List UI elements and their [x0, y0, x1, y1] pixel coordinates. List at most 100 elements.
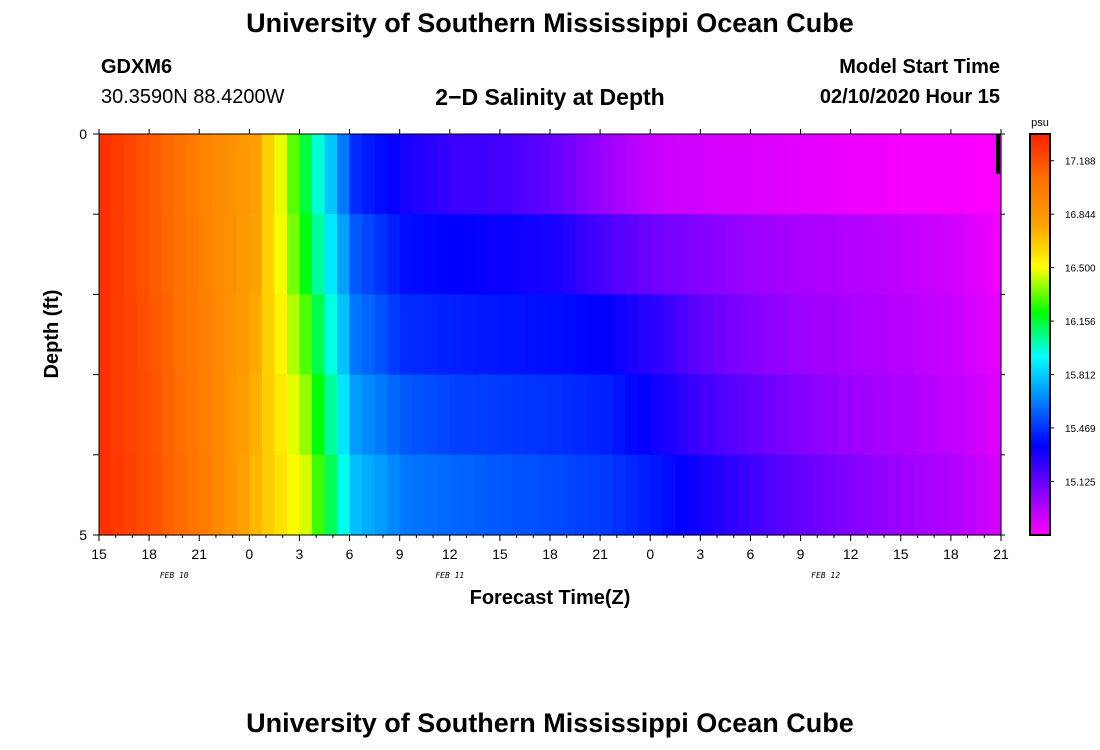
heatmap-cell [199, 214, 213, 295]
heatmap-cell [224, 294, 238, 376]
heatmap-cell [337, 294, 351, 376]
heatmap-cell [712, 134, 726, 215]
heatmap-cell [612, 134, 626, 215]
x-tick-label: 12 [442, 546, 458, 562]
heatmap-cell [900, 454, 914, 536]
heatmap-cell [700, 294, 714, 376]
heatmap-cell [863, 214, 877, 295]
heatmap-cell [800, 134, 814, 215]
heatmap-cell [99, 294, 113, 376]
heatmap-cell [211, 374, 225, 456]
heatmap-cell [850, 454, 864, 536]
heatmap-cell [625, 374, 639, 456]
heatmap-cell [274, 374, 288, 456]
heatmap-cell [487, 454, 501, 536]
colorbar-tick-label: 16.156 [1065, 317, 1096, 328]
heatmap-cell [274, 134, 288, 215]
heatmap-cell [550, 374, 564, 456]
heatmap-cell [299, 454, 313, 536]
heatmap-cell [412, 374, 426, 456]
model-start-value: 02/10/2020 Hour 15 [819, 86, 1000, 108]
heatmap-cell [161, 294, 175, 376]
heatmap-cell [99, 454, 113, 536]
heatmap-cell [374, 134, 388, 215]
heatmap-cell [650, 294, 664, 376]
heatmap-cell [337, 454, 351, 536]
heatmap-cell [788, 374, 802, 456]
heatmap-cell [362, 214, 376, 295]
heatmap-cell [762, 294, 777, 376]
heatmap-cell [136, 294, 150, 376]
heatmap-cell [236, 214, 250, 295]
heatmap-cell [737, 134, 752, 215]
heatmap-cell [788, 454, 802, 536]
x-date-label: FEB 11 [435, 571, 464, 580]
heatmap-cell [587, 374, 601, 456]
heatmap-cell [662, 374, 676, 456]
heatmap-cell [474, 294, 488, 376]
heatmap-cell [938, 134, 952, 215]
x-tick-label: 6 [346, 546, 354, 562]
heatmap-cell [650, 454, 664, 536]
heatmap-cell [211, 134, 225, 215]
heatmap-cell [625, 134, 639, 215]
heatmap-cell [863, 374, 877, 456]
heatmap-cell [700, 214, 714, 295]
heatmap-cell [988, 214, 1002, 295]
heatmap-cell [700, 134, 714, 215]
heatmap-cell [311, 374, 326, 456]
x-tick-label: 6 [747, 546, 755, 562]
heatmap-cell [111, 214, 125, 295]
heatmap-cell [975, 214, 990, 295]
heatmap-cell [324, 294, 338, 376]
heatmap-cell [750, 214, 764, 295]
heatmap-cell [788, 134, 802, 215]
heatmap-cell [687, 134, 701, 215]
heatmap-cell [700, 454, 714, 536]
heatmap-cell [174, 294, 188, 376]
heatmap-cell [211, 454, 225, 536]
heatmap-cell [813, 214, 827, 295]
heatmap-cell [524, 134, 539, 215]
heatmap-cell [737, 454, 752, 536]
heatmap-cell [888, 374, 902, 456]
heatmap-cell [975, 134, 990, 215]
heatmap-cell [888, 214, 902, 295]
heatmap-cell [838, 294, 852, 376]
heatmap-cell [199, 454, 213, 536]
heatmap-cell [938, 294, 952, 376]
heatmap-cell [249, 294, 263, 376]
heatmap-cell [136, 454, 150, 536]
heatmap-cell [725, 214, 739, 295]
x-tick-label: 15 [893, 546, 909, 562]
heatmap-cell [775, 214, 789, 295]
heatmap-cell [274, 294, 288, 376]
heatmap-cell [324, 214, 338, 295]
heatmap-cell [449, 454, 463, 536]
heatmap-cell [449, 134, 463, 215]
heatmap-cell [437, 294, 451, 376]
heatmap-cell [725, 454, 739, 536]
heatmap-cell [650, 374, 664, 456]
heatmap-cell [111, 294, 125, 376]
footer-title: University of Southern Mississippi Ocean… [246, 708, 854, 738]
heatmap-cell [562, 214, 576, 295]
heatmap-cell [612, 214, 626, 295]
heatmap-cell [449, 214, 463, 295]
heatmap-cell [349, 374, 363, 456]
heatmap-cell [387, 454, 401, 536]
heatmap-cell [913, 374, 927, 456]
heatmap-cell [249, 214, 263, 295]
heatmap-cell [575, 214, 589, 295]
heatmap-cell [324, 374, 338, 456]
colorbar-tick-label: 15.125 [1065, 477, 1096, 488]
heatmap-cell [988, 294, 1002, 376]
heatmap-cell [337, 134, 351, 215]
heatmap-cell [775, 454, 789, 536]
heatmap-cell [963, 454, 977, 536]
heatmap-cell [374, 214, 388, 295]
heatmap-cell [174, 134, 188, 215]
heatmap-cell [875, 214, 889, 295]
heatmap-cell [662, 294, 676, 376]
